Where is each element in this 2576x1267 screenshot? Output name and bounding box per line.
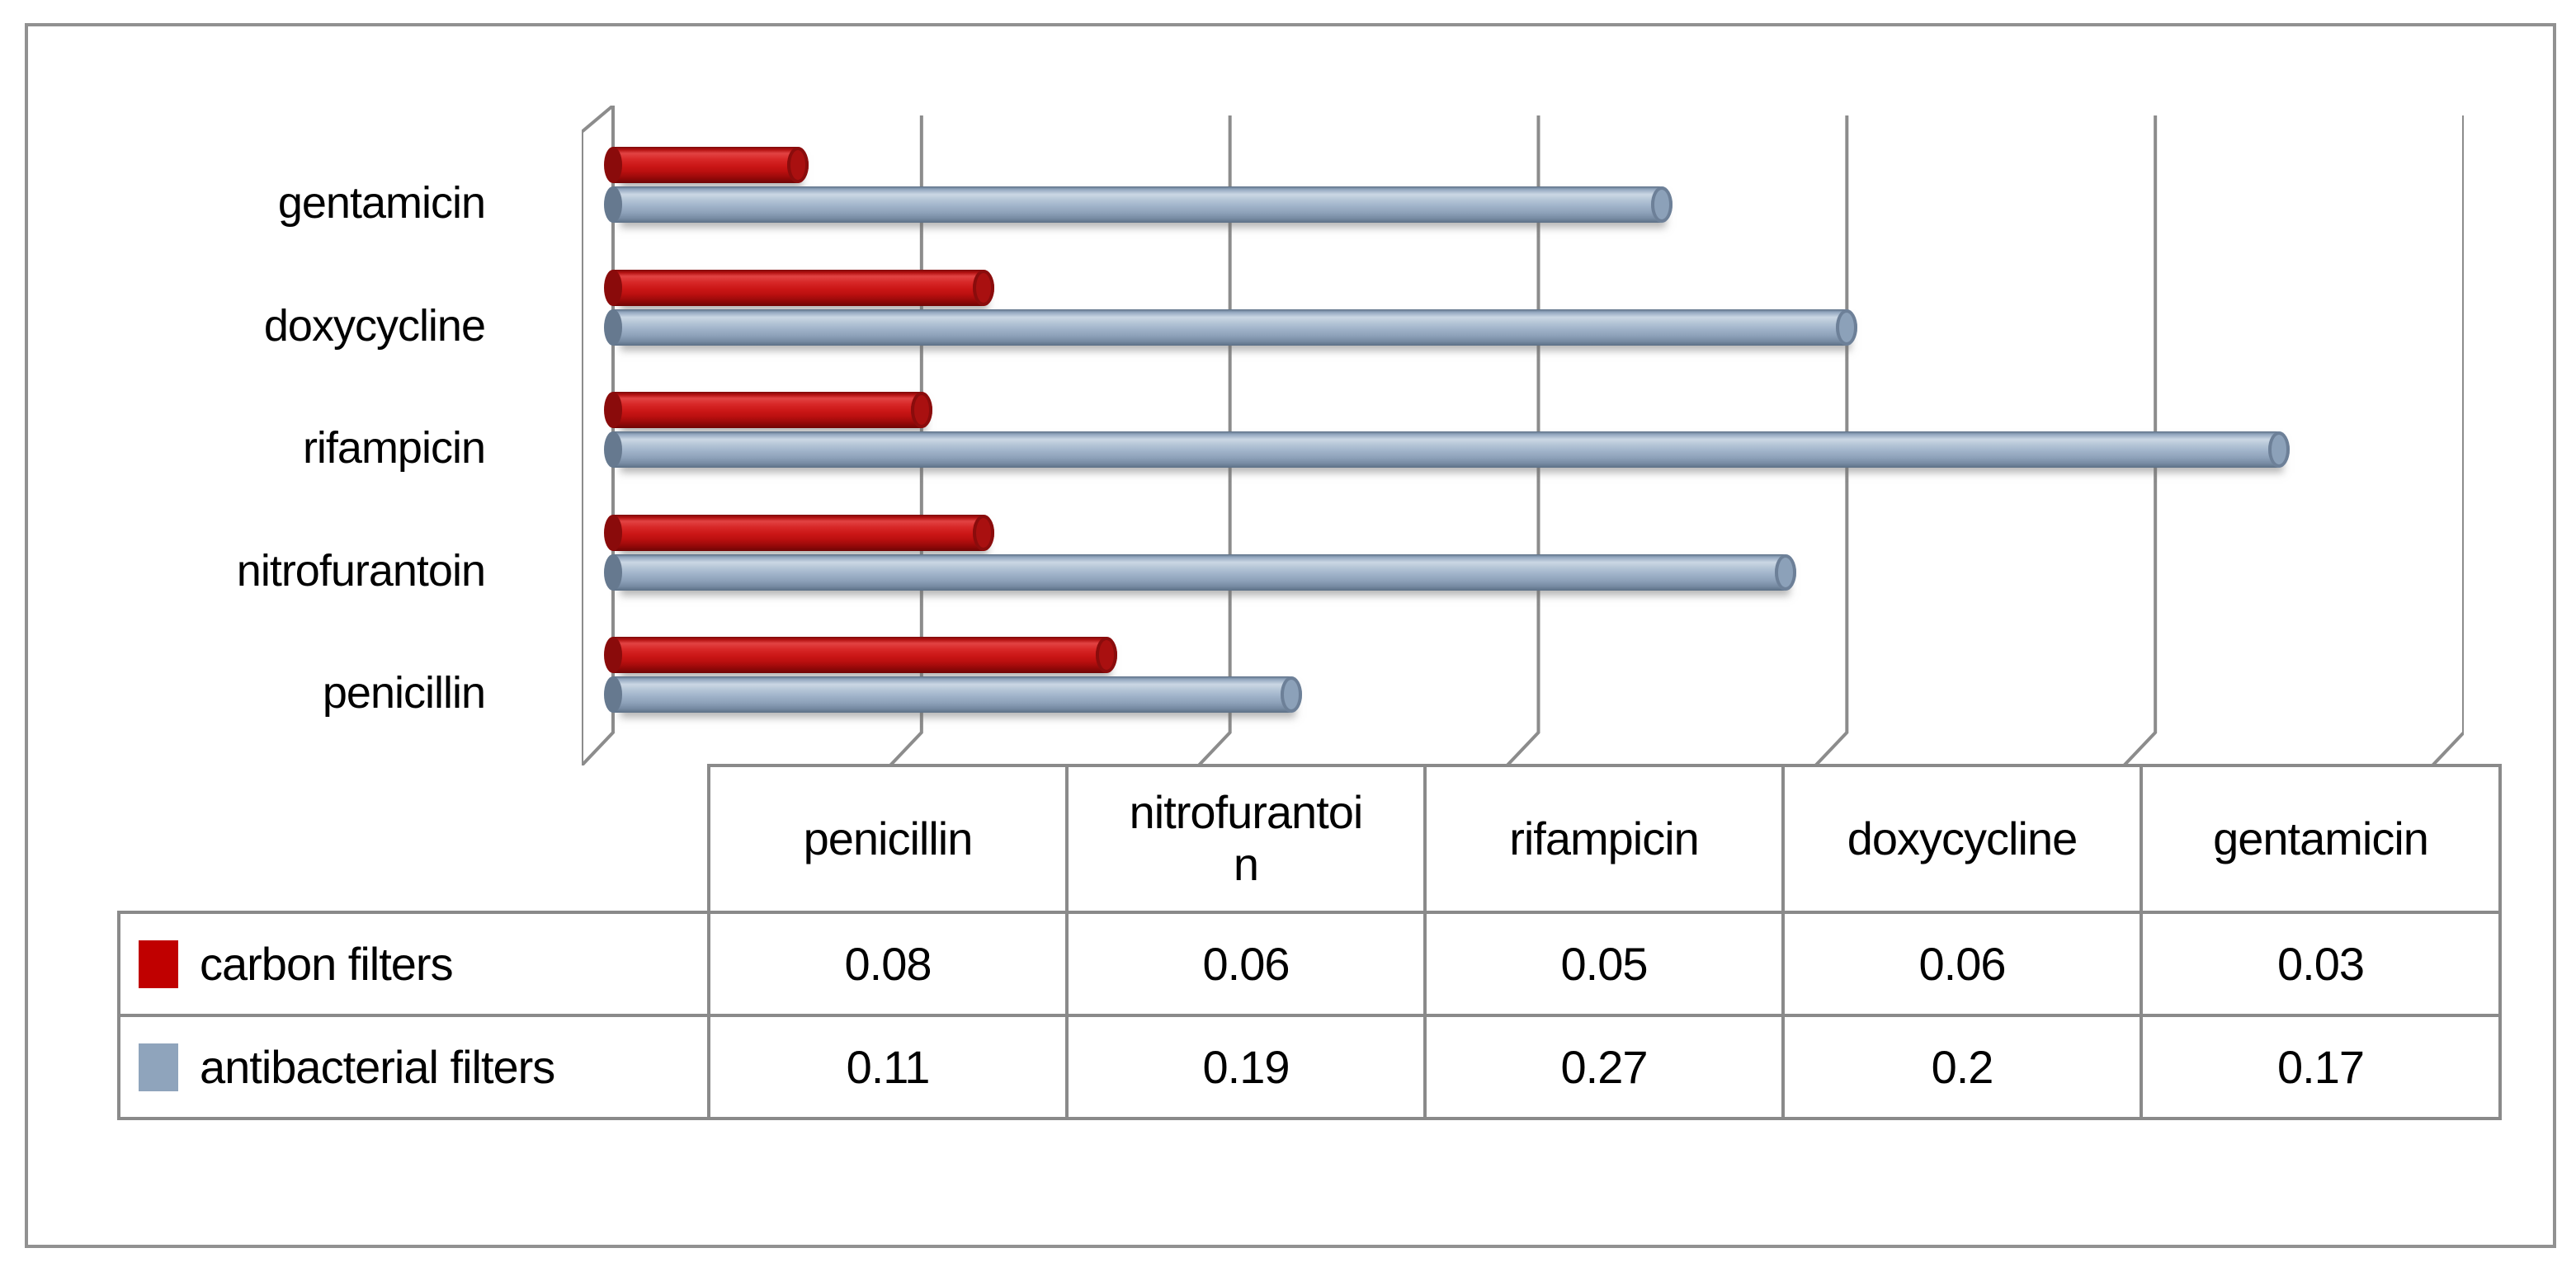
category-label-penicillin: penicillin: [322, 668, 486, 718]
bar-end-cap: [1096, 637, 1118, 673]
bar-end-cap: [972, 514, 994, 551]
gridline: [2431, 115, 2464, 765]
table-corner-cell: [119, 765, 709, 912]
table-header-rifampicin: rifampicin: [1423, 764, 1785, 914]
value-cell-antibacterial-filters-doxycycline: 0.2: [1781, 1014, 2143, 1120]
bar-carbon-filters-nitrofurantoin: [604, 514, 994, 551]
legend-swatch-icon: [139, 1043, 178, 1091]
bar-end-cap: [1651, 186, 1673, 223]
table-header-nitrofurantoin: nitrofurantoi n: [1065, 764, 1427, 914]
value-cell-carbon-filters-penicillin: 0.08: [707, 911, 1069, 1017]
bar-left-cap: [604, 514, 622, 551]
legend-label: carbon filters: [200, 938, 454, 990]
bar-left-cap: [604, 431, 622, 468]
bar-left-cap: [604, 676, 622, 713]
legend-cell: antibacterial filters: [117, 1014, 710, 1120]
table-header-gentamicin: gentamicin: [2140, 764, 2502, 914]
bar-left-cap: [604, 637, 622, 673]
bar-antibacterial-filters-gentamicin: [604, 186, 1673, 223]
bar-carbon-filters-rifampicin: [604, 392, 932, 428]
value-cell-antibacterial-filters-gentamicin: 0.17: [2140, 1014, 2502, 1120]
plot-area: [582, 106, 2464, 765]
category-label-gentamicin: gentamicin: [277, 178, 486, 228]
value-cell-antibacterial-filters-rifampicin: 0.27: [1423, 1014, 1785, 1120]
bar-end-cap: [1836, 309, 1858, 346]
bar-antibacterial-filters-penicillin: [604, 676, 1303, 713]
bar-left-cap: [604, 269, 622, 306]
value-cell-carbon-filters-nitrofurantoin: 0.06: [1065, 911, 1427, 1017]
bar-antibacterial-filters-nitrofurantoin: [604, 553, 1796, 591]
bar-end-cap: [910, 392, 932, 428]
value-cell-carbon-filters-rifampicin: 0.05: [1423, 911, 1785, 1017]
value-cell-antibacterial-filters-penicillin: 0.11: [707, 1014, 1069, 1120]
bar-left-cap: [604, 392, 622, 428]
category-label-nitrofurantoin: nitrofurantoin: [236, 545, 486, 596]
bar-left-cap: [604, 186, 622, 223]
legend-label: antibacterial filters: [200, 1041, 555, 1093]
gridline: [2122, 115, 2158, 765]
table-header-penicillin: penicillin: [707, 764, 1069, 914]
bar-end-cap: [1774, 553, 1796, 591]
bar-antibacterial-filters-rifampicin: [604, 431, 2290, 468]
value-cell-antibacterial-filters-nitrofurantoin: 0.19: [1065, 1014, 1427, 1120]
bar-end-cap: [972, 269, 994, 306]
bar-end-cap: [2267, 431, 2290, 468]
table-header-doxycycline: doxycycline: [1781, 764, 2143, 914]
bar-end-cap: [1281, 676, 1303, 713]
value-cell-carbon-filters-gentamicin: 0.03: [2140, 911, 2502, 1017]
bar-carbon-filters-penicillin: [604, 637, 1118, 673]
value-cell-carbon-filters-doxycycline: 0.06: [1781, 911, 2143, 1017]
bar-left-cap: [604, 309, 622, 346]
bar-left-cap: [604, 553, 622, 591]
table-row-antibacterial-filters: antibacterial filters 0.11 0.19 0.27 0.2 0.17: [117, 1014, 2502, 1120]
bar-carbon-filters-doxycycline: [604, 269, 994, 306]
bar-carbon-filters-gentamicin: [604, 147, 809, 183]
legend-swatch-icon: [139, 940, 178, 988]
bar-antibacterial-filters-doxycycline: [604, 309, 1858, 346]
category-label-rifampicin: rifampicin: [302, 423, 486, 473]
bar-end-cap: [787, 147, 809, 183]
category-label-doxycycline: doxycycline: [263, 300, 486, 351]
data-table: penicillin nitrofurantoi n rifampicin doxyc…: [117, 764, 2502, 1120]
bar-left-cap: [604, 147, 622, 183]
table-row-carbon-filters: carbon filters 0.08 0.06 0.05 0.06 0.03: [117, 911, 2502, 1017]
legend-cell: carbon filters: [117, 911, 710, 1017]
